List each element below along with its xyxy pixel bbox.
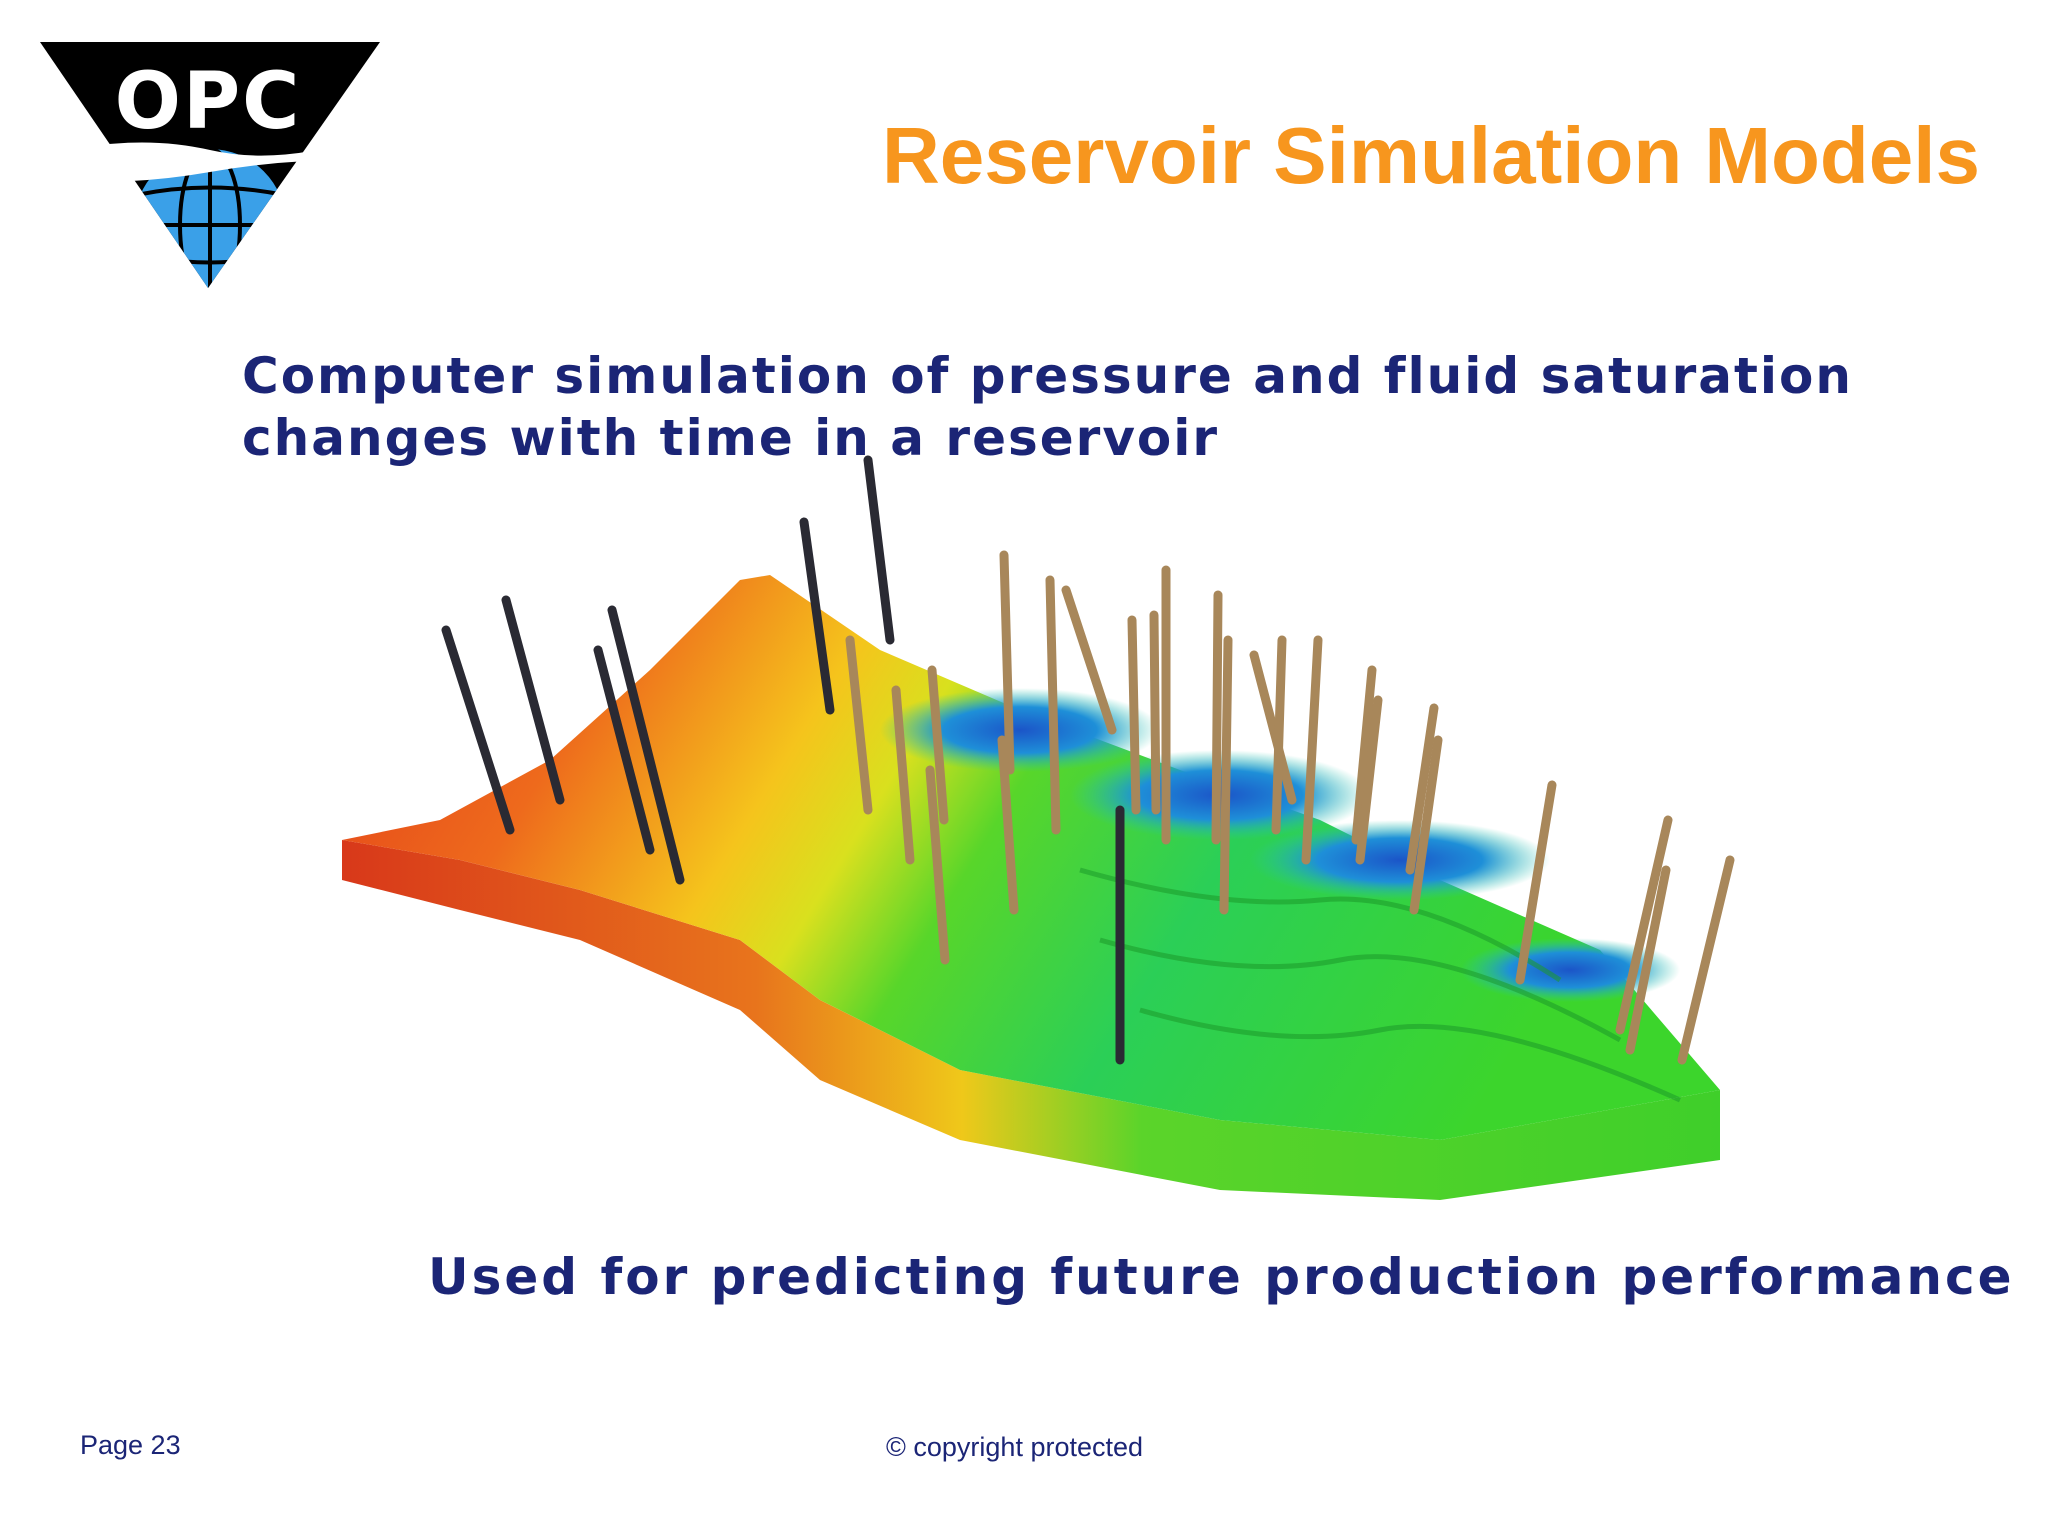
reservoir-model-image (342, 455, 1735, 1200)
opc-logo: OPC (40, 42, 380, 288)
page-number: Page 23 (80, 1430, 181, 1460)
blue-zone-3 (1250, 820, 1550, 900)
logo-wave (60, 136, 370, 182)
logo-text: OPC (115, 57, 302, 147)
wells (441, 455, 1735, 1065)
tagline: Used for predicting future production pe… (428, 1248, 2015, 1306)
layer-contours (1079, 867, 1682, 1103)
subtitle: Computer simulation of pressure and flui… (242, 345, 1892, 469)
copyright-notice: © copyright protected (886, 1432, 1144, 1462)
model-side-wall (342, 840, 1720, 1200)
blue-zone-1 (880, 688, 1160, 772)
model-top-surface (342, 575, 1720, 1140)
subtitle-line-1: Computer simulation of pressure and flui… (242, 347, 1853, 405)
subtitle-line-2: changes with time in a reservoir (242, 409, 1220, 467)
page-title: Reservoir Simulation Models (881, 111, 1980, 200)
